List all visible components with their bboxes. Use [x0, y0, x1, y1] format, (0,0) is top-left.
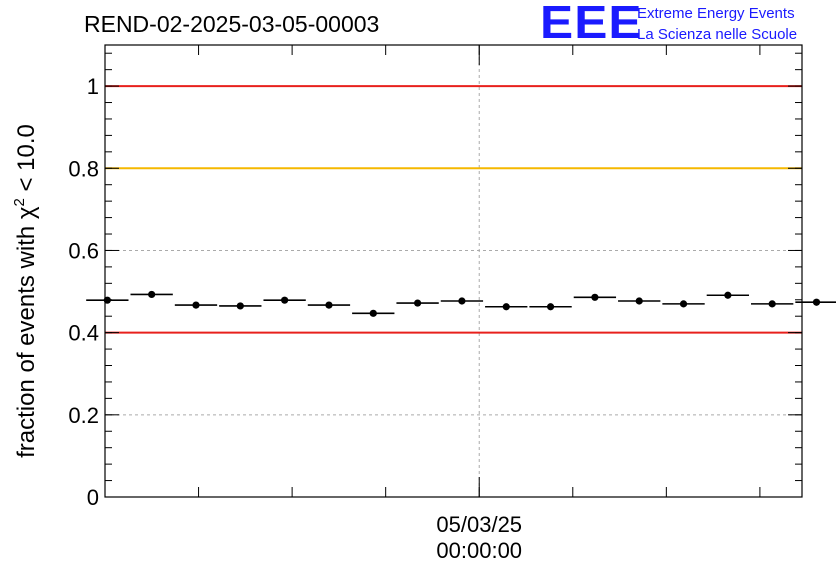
logo-line-2: La Scienza nelle Scuole — [637, 26, 798, 43]
data-point — [281, 296, 289, 304]
plot-area — [105, 45, 802, 497]
data-point — [369, 309, 377, 317]
y-tick-label: 0.6 — [68, 238, 99, 263]
data-point — [635, 297, 643, 305]
y-tick-label: 0.2 — [68, 403, 99, 428]
y-tick-label: 0.4 — [68, 321, 99, 346]
data-point — [812, 298, 821, 306]
data-point — [103, 296, 111, 304]
logo-line-1: Extreme Energy Events — [637, 5, 795, 22]
data-point — [724, 291, 732, 299]
chart-title: REND-02-2025-03-05-00003 — [84, 11, 380, 37]
data-point — [591, 293, 599, 301]
y-tick-label: 1 — [87, 74, 99, 99]
x-tick-label-date: 05/03/25 — [436, 512, 522, 537]
data-point — [192, 301, 200, 309]
data-point — [679, 300, 688, 308]
y-tick-label: 0.8 — [68, 156, 99, 181]
y-axis-label: fraction of events with χ2 < 10.0 — [11, 124, 40, 458]
plot-frame — [104, 44, 803, 498]
eee-logo: EEE Extreme Energy Events La Scienza nel… — [540, 0, 836, 48]
data-point — [458, 297, 466, 305]
data-point — [546, 303, 555, 311]
data-point — [413, 299, 422, 307]
data-point — [148, 290, 156, 299]
data-point — [325, 301, 333, 309]
y-tick-label: 0 — [87, 485, 99, 510]
data-point — [236, 302, 244, 310]
logo-mark: EEE — [540, 0, 643, 48]
x-tick-label-time: 00:00:00 — [436, 538, 522, 563]
data-point — [502, 303, 510, 311]
data-point — [768, 300, 776, 308]
